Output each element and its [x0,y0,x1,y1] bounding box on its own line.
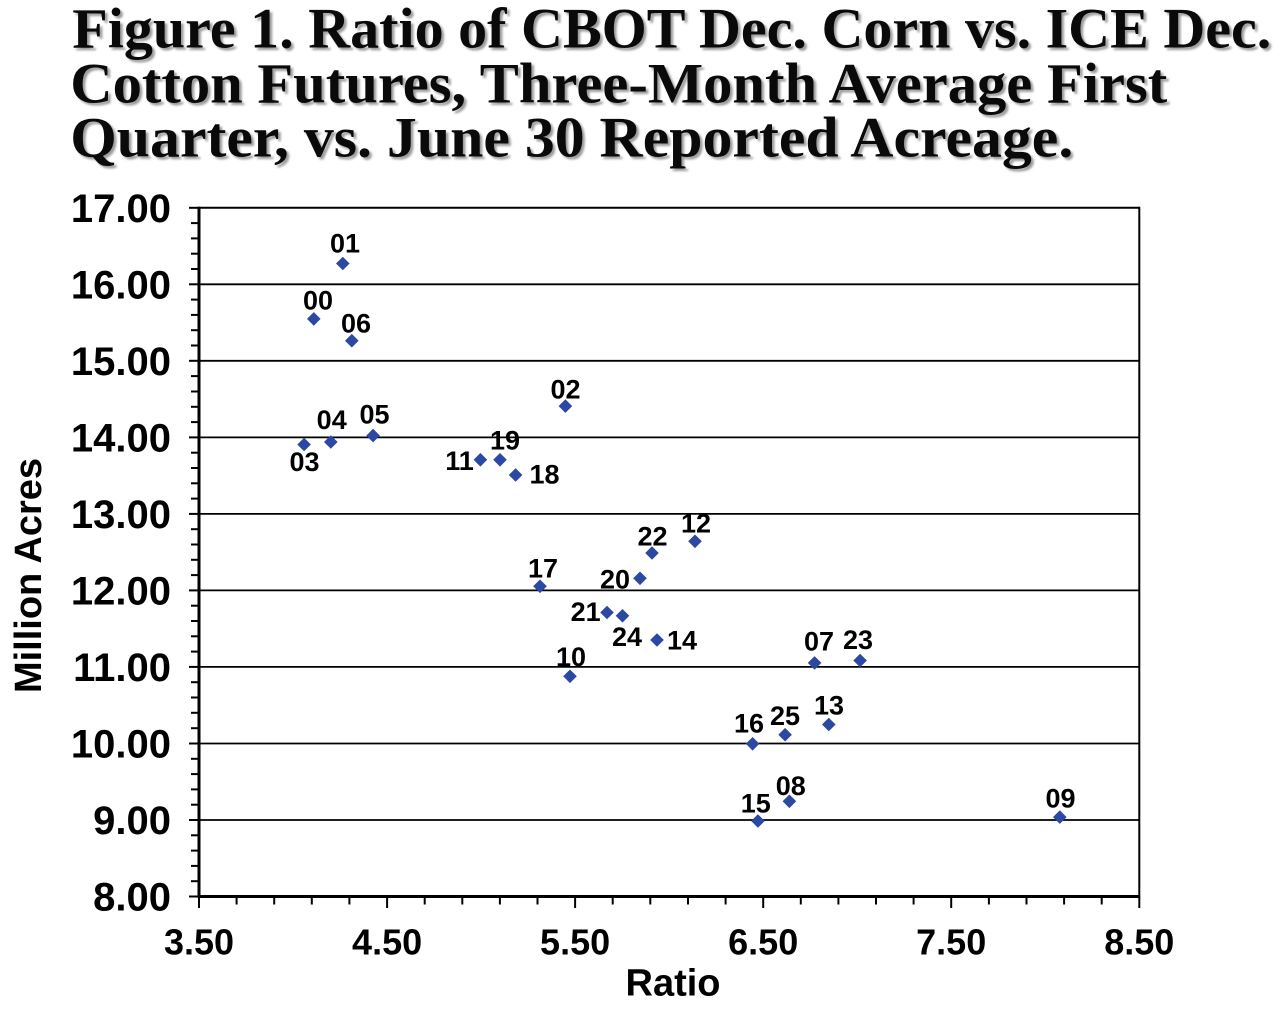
svg-text:06: 06 [341,309,371,339]
svg-text:18: 18 [529,460,559,490]
svg-text:03: 03 [289,447,319,477]
svg-text:11: 11 [445,446,474,476]
svg-text:23: 23 [843,625,873,655]
svg-text:Cotton Futures, Three-Month Av: Cotton Futures, Three-Month Average Firs… [73,55,1170,118]
svg-text:12.00: 12.00 [71,569,171,613]
svg-text:19: 19 [490,426,520,456]
svg-text:09: 09 [1045,784,1075,814]
svg-text:02: 02 [550,375,580,405]
svg-text:8.50: 8.50 [1104,922,1174,963]
svg-text:16: 16 [734,709,764,739]
svg-text:01: 01 [330,229,360,259]
svg-text:25: 25 [770,701,800,731]
svg-text:Ratio: Ratio [626,963,721,1005]
svg-text:4.50: 4.50 [352,922,422,963]
svg-text:Million Acres: Million Acres [8,458,50,693]
svg-text:12: 12 [681,509,711,539]
svg-text:21: 21 [571,597,601,627]
svg-text:5.50: 5.50 [540,922,610,963]
svg-text:04: 04 [317,405,347,435]
svg-text:00: 00 [303,286,333,316]
svg-text:17: 17 [528,554,558,584]
svg-text:9.00: 9.00 [93,799,171,843]
svg-text:14: 14 [667,626,697,656]
svg-text:8.00: 8.00 [93,876,171,920]
svg-text:6.50: 6.50 [728,922,798,963]
svg-text:15: 15 [741,789,771,819]
svg-text:10: 10 [556,642,586,672]
svg-text:17.00: 17.00 [71,187,171,231]
svg-text:Figure 1. Ratio of CBOT Dec. C: Figure 1. Ratio of CBOT Dec. Corn vs. IC… [72,0,1271,60]
svg-text:13: 13 [814,691,844,721]
svg-text:22: 22 [637,522,667,552]
svg-text:11.00: 11.00 [73,646,171,690]
svg-text:15.00: 15.00 [71,340,171,384]
svg-text:05: 05 [359,400,389,430]
svg-text:Figure 1. Ratio of CBOT Dec. C: Figure 1. Ratio of CBOT Dec. Corn vs. IC… [75,0,1274,63]
svg-text:07: 07 [804,626,834,656]
svg-text:08: 08 [776,771,806,801]
svg-text:10.00: 10.00 [71,723,171,767]
svg-text:13.00: 13.00 [71,493,171,537]
svg-text:14.00: 14.00 [71,416,171,460]
svg-text:16.00: 16.00 [71,263,171,307]
svg-text:Quarter, vs. June 30 Reported: Quarter, vs. June 30 Reported Acreage. [70,107,1073,170]
svg-text:Quarter, vs. June 30 Reported: Quarter, vs. June 30 Reported Acreage. [73,109,1076,172]
svg-text:24: 24 [612,622,642,652]
svg-text:20: 20 [600,564,630,594]
svg-text:3.50: 3.50 [164,922,234,963]
svg-text:7.50: 7.50 [916,922,986,963]
svg-text:Cotton Futures, Three-Month Av: Cotton Futures, Three-Month Average Firs… [70,52,1167,115]
